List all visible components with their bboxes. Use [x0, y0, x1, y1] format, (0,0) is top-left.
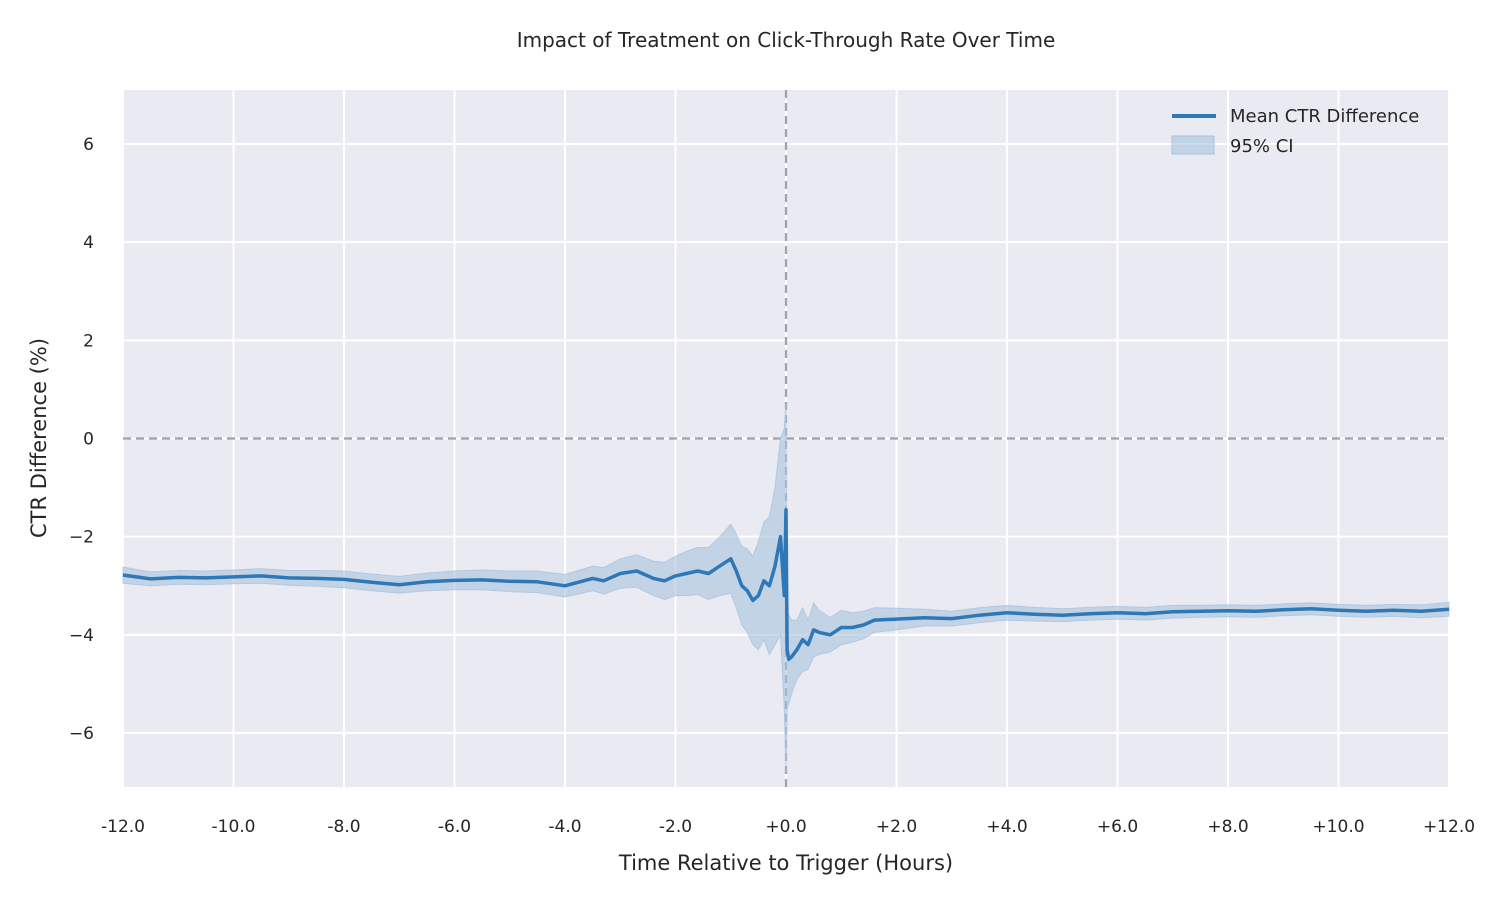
legend: Mean CTR Difference 95% CI: [1171, 106, 1419, 157]
x-tick-label: -12.0: [101, 817, 145, 837]
x-tick-label: +0.0: [765, 817, 806, 837]
y-tick-label: −6: [69, 724, 94, 744]
y-tick-label: 4: [83, 233, 94, 253]
y-axis-label: CTR Difference (%): [27, 338, 51, 538]
x-tick-label: +8.0: [1207, 817, 1248, 837]
y-tick-label: −4: [69, 626, 94, 646]
x-tick-label: -2.0: [659, 817, 692, 837]
y-axis-ticks: −6 −4 −2 0 2 4 6: [69, 135, 94, 744]
x-tick-label: +10.0: [1312, 817, 1364, 837]
x-tick-label: -6.0: [438, 817, 471, 837]
x-tick-label: +2.0: [876, 817, 917, 837]
x-tick-label: +4.0: [986, 817, 1027, 837]
legend-label-mean: Mean CTR Difference: [1230, 106, 1419, 127]
mean-ctr-line: [122, 507, 1450, 662]
y-tick-label: 2: [83, 331, 94, 351]
x-tick-label: +6.0: [1097, 817, 1138, 837]
x-tick-label: -4.0: [548, 817, 581, 837]
x-tick-label: +12.0: [1423, 817, 1475, 837]
legend-ci-swatch: [1171, 135, 1215, 155]
x-axis-ticks: -12.0 -10.0 -8.0 -6.0 -4.0 -2.0 +0.0 +2.0 +4.0 +6…: [101, 817, 1475, 837]
x-axis-label: Time Relative to Trigger (Hours): [618, 851, 953, 875]
legend-label-ci: 95% CI: [1230, 136, 1294, 157]
y-tick-label: 6: [83, 135, 94, 155]
y-tick-label: −2: [69, 528, 94, 548]
x-tick-label: -8.0: [327, 817, 360, 837]
chart-title: Impact of Treatment on Click-Through Rat…: [517, 28, 1056, 52]
y-tick-label: 0: [83, 430, 94, 450]
x-tick-label: -10.0: [212, 817, 256, 837]
